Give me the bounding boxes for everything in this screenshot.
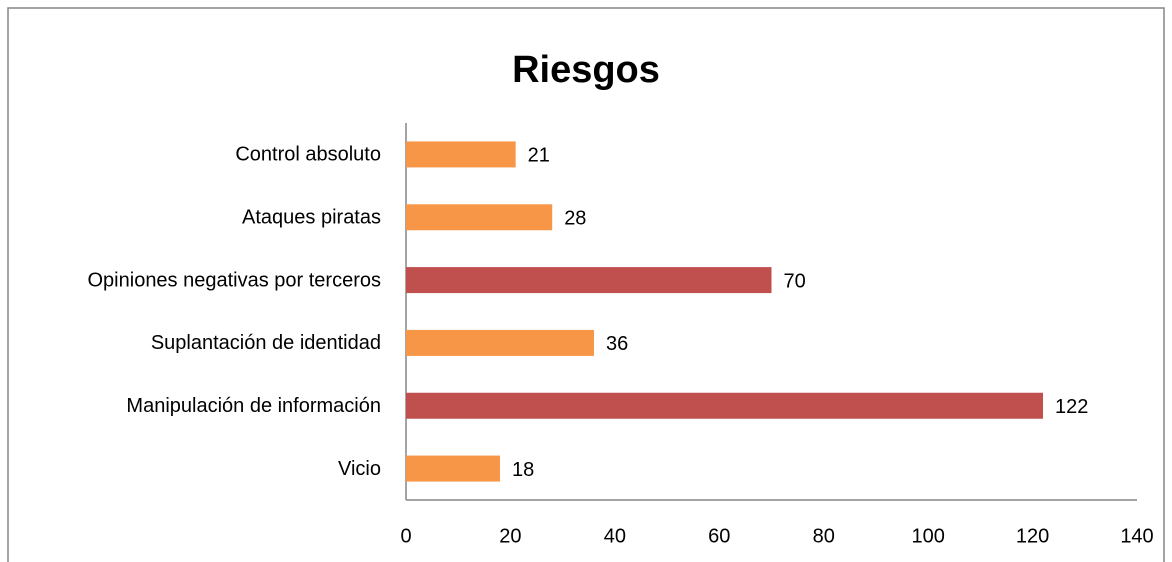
x-tick-label: 40 (604, 525, 626, 547)
bar (406, 141, 516, 168)
x-tick-label: 60 (708, 525, 730, 547)
bar (406, 204, 553, 231)
x-tick-label: 20 (499, 525, 521, 547)
value-label: 122 (1055, 396, 1088, 418)
x-tick-label: 100 (911, 525, 944, 547)
value-label: 70 (784, 270, 806, 292)
y-tick-label: Suplantación de identidad (151, 332, 381, 354)
value-label: 18 (512, 459, 534, 481)
bar (406, 267, 772, 294)
chart-title: Riesgos (512, 49, 660, 91)
y-tick-label: Vicio (338, 458, 381, 480)
y-tick-label: Control absoluto (235, 144, 381, 166)
x-tick-label: 80 (813, 525, 835, 547)
value-label: 28 (564, 208, 586, 230)
y-tick-label: Manipulación de información (126, 395, 381, 417)
bar (406, 329, 594, 356)
chart-frame (7, 7, 1165, 562)
x-tick-label: 0 (400, 525, 411, 547)
x-tick-label: 120 (1016, 525, 1049, 547)
value-label: 21 (528, 145, 550, 167)
value-label: 36 (606, 333, 628, 355)
x-tick-label: 140 (1120, 525, 1153, 547)
y-tick-label: Opiniones negativas por terceros (88, 269, 382, 291)
bar (406, 392, 1044, 419)
bar (406, 455, 500, 482)
y-tick-label: Ataques piratas (242, 207, 381, 229)
